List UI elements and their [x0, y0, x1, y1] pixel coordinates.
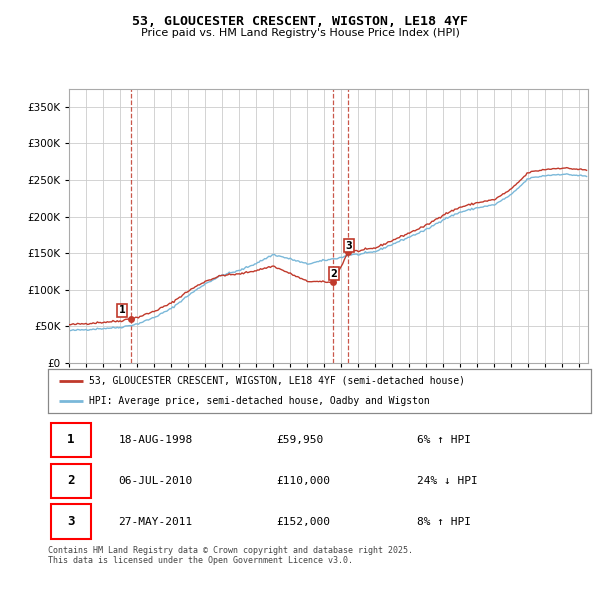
Text: 27-MAY-2011: 27-MAY-2011: [119, 517, 193, 527]
FancyBboxPatch shape: [51, 422, 91, 457]
Text: 3: 3: [346, 241, 352, 251]
Text: 06-JUL-2010: 06-JUL-2010: [119, 476, 193, 486]
Text: HPI: Average price, semi-detached house, Oadby and Wigston: HPI: Average price, semi-detached house,…: [89, 396, 430, 406]
Text: 8% ↑ HPI: 8% ↑ HPI: [417, 517, 471, 527]
Text: 18-AUG-1998: 18-AUG-1998: [119, 435, 193, 445]
Text: £59,950: £59,950: [276, 435, 323, 445]
Text: 2: 2: [331, 268, 337, 278]
Text: 3: 3: [67, 515, 75, 528]
Text: 24% ↓ HPI: 24% ↓ HPI: [417, 476, 478, 486]
Text: 1: 1: [67, 434, 75, 447]
Text: £110,000: £110,000: [276, 476, 330, 486]
Text: Contains HM Land Registry data © Crown copyright and database right 2025.
This d: Contains HM Land Registry data © Crown c…: [48, 546, 413, 565]
Text: 53, GLOUCESTER CRESCENT, WIGSTON, LE18 4YF (semi-detached house): 53, GLOUCESTER CRESCENT, WIGSTON, LE18 4…: [89, 376, 465, 386]
Text: Price paid vs. HM Land Registry's House Price Index (HPI): Price paid vs. HM Land Registry's House …: [140, 28, 460, 38]
Text: £152,000: £152,000: [276, 517, 330, 527]
Text: 2: 2: [67, 474, 75, 487]
FancyBboxPatch shape: [51, 504, 91, 539]
Text: 6% ↑ HPI: 6% ↑ HPI: [417, 435, 471, 445]
Text: 1: 1: [119, 305, 125, 315]
FancyBboxPatch shape: [51, 464, 91, 498]
Text: 53, GLOUCESTER CRESCENT, WIGSTON, LE18 4YF: 53, GLOUCESTER CRESCENT, WIGSTON, LE18 4…: [132, 15, 468, 28]
